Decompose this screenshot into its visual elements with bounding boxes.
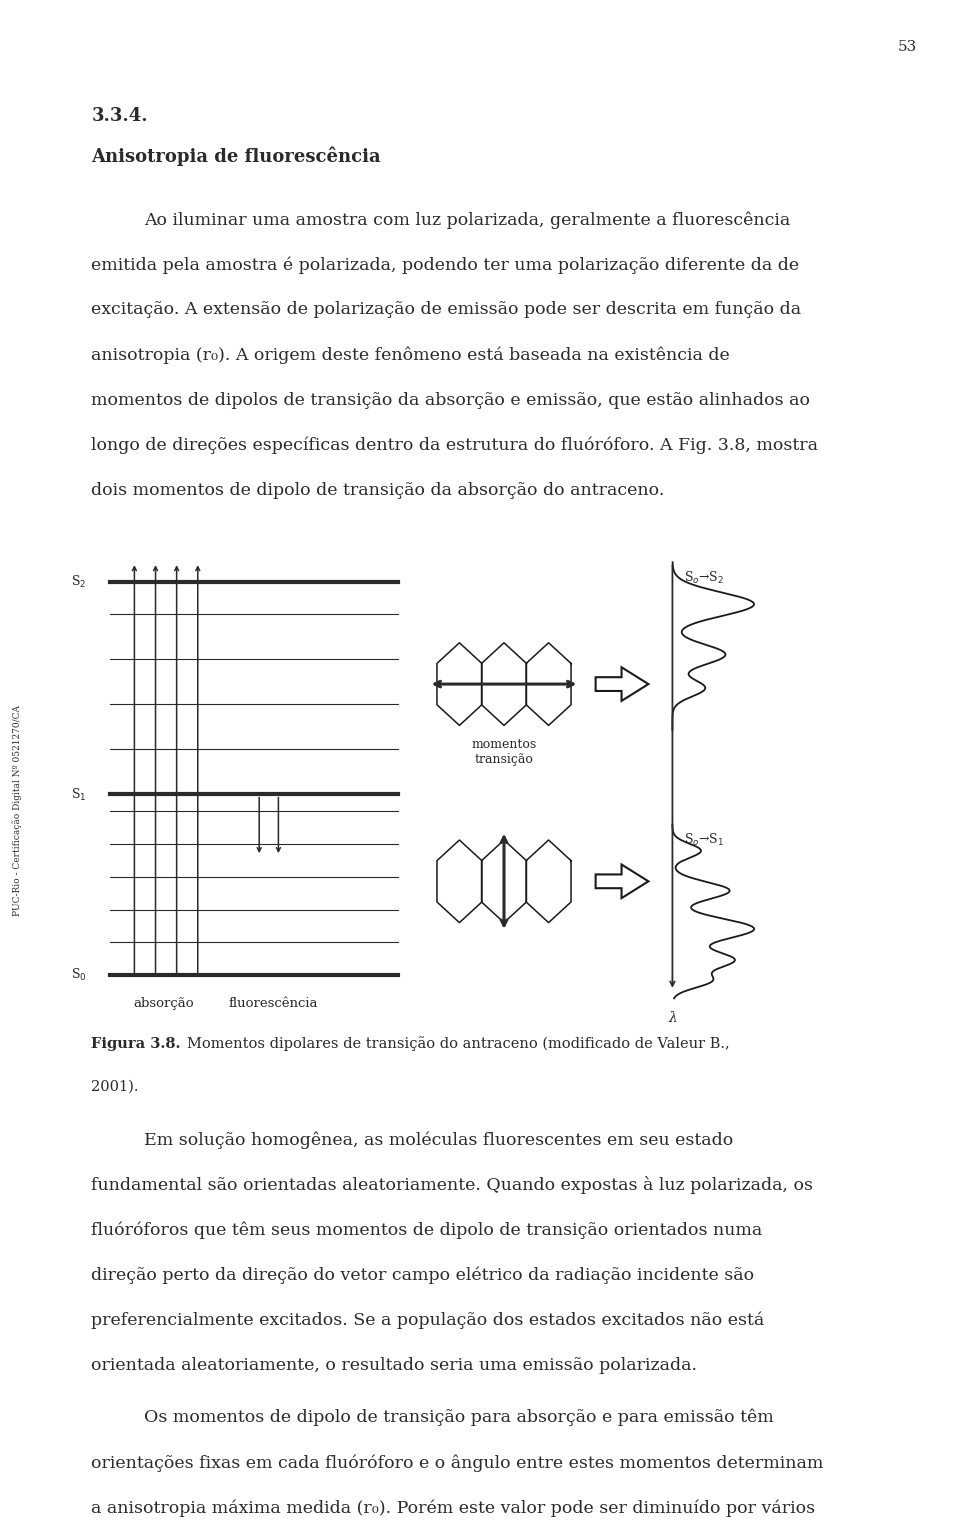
Text: Ao iluminar uma amostra com luz polarizada, geralmente a fluorescência: Ao iluminar uma amostra com luz polariza… [144,211,790,228]
Text: direção perto da direção do vetor campo elétrico da radiação incidente são: direção perto da direção do vetor campo … [91,1267,755,1284]
Text: momentos
transição: momentos transição [471,737,537,765]
Text: fundamental são orientadas aleatoriamente. Quando expostas à luz polarizada, os: fundamental são orientadas aleatoriament… [91,1177,813,1195]
Polygon shape [595,667,648,701]
Text: emitida pela amostra é polarizada, podendo ter uma polarização diferente da de: emitida pela amostra é polarizada, poden… [91,256,800,274]
Text: fluorescência: fluorescência [228,996,319,1010]
Text: excitação. A extensão de polarização de emissão pode ser descrita em função da: excitação. A extensão de polarização de … [91,301,802,318]
Text: dois momentos de dipolo de transição da absorção do antraceno.: dois momentos de dipolo de transição da … [91,482,664,499]
Text: 3.3.4.: 3.3.4. [91,107,148,125]
Text: fluóróforos que têm seus momentos de dipolo de transição orientados numa: fluóróforos que têm seus momentos de dip… [91,1221,762,1239]
Text: λ: λ [668,1010,677,1025]
Text: S$_o$→S$_2$: S$_o$→S$_2$ [684,569,724,586]
Text: orientações fixas em cada fluóróforo e o ângulo entre estes momentos determinam: orientações fixas em cada fluóróforo e o… [91,1454,824,1472]
Text: PUC-Rio - Certificação Digital Nº 0521270/CA: PUC-Rio - Certificação Digital Nº 052127… [12,705,22,916]
Text: Figura 3.8.: Figura 3.8. [91,1036,180,1051]
Polygon shape [595,864,648,898]
Text: orientada aleatoriamente, o resultado seria uma emissão polarizada.: orientada aleatoriamente, o resultado se… [91,1357,697,1374]
Text: Em solução homogênea, as moléculas fluorescentes em seu estado: Em solução homogênea, as moléculas fluor… [144,1131,733,1149]
Text: Anisotropia de fluorescência: Anisotropia de fluorescência [91,147,381,167]
Text: a anisotropia máxima medida (r₀). Porém este valor pode ser diminuído por vários: a anisotropia máxima medida (r₀). Porém … [91,1499,815,1516]
Text: anisotropia (r₀). A origem deste fenômeno está baseada na existência de: anisotropia (r₀). A origem deste fenômen… [91,346,730,364]
Text: S$_0$: S$_0$ [71,967,86,984]
Text: Momentos dipolares de transição do antraceno (modificado de Valeur B.,: Momentos dipolares de transição do antra… [187,1036,730,1051]
Text: momentos de dipolos de transição da absorção e emissão, que estão alinhados ao: momentos de dipolos de transição da abso… [91,392,810,409]
Text: absorção: absorção [132,996,194,1010]
Text: S$_o$→S$_1$: S$_o$→S$_1$ [684,832,724,849]
Text: 53: 53 [898,40,917,54]
Text: S$_1$: S$_1$ [71,786,86,803]
Text: longo de direções específicas dentro da estrutura do fluóróforo. A Fig. 3.8, mos: longo de direções específicas dentro da … [91,438,818,454]
Text: preferencialmente excitados. Se a população dos estados excitados não está: preferencialmente excitados. Se a popula… [91,1311,764,1330]
Text: S$_2$: S$_2$ [71,574,86,591]
Text: Os momentos de dipolo de transição para absorção e para emissão têm: Os momentos de dipolo de transição para … [144,1409,774,1426]
Text: 2001).: 2001). [91,1080,138,1094]
